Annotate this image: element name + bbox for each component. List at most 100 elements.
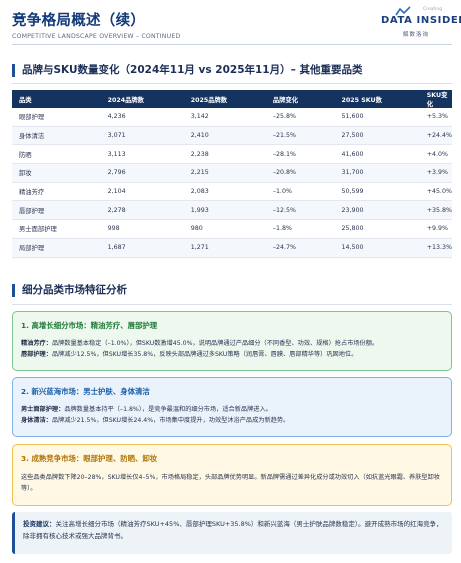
cell-brands-2024: 1,687 (100, 238, 184, 258)
brand-sku-table: 品类 2024品牌数 2025品牌数 品牌变化 2025 SKU数 SKU变化 … (12, 90, 452, 258)
cell-sku-2025: 31,700 (334, 163, 420, 183)
card-line-label: 男士面部护理： (21, 406, 65, 413)
logo: Creating DATA INSIDER 解数洛询 (381, 6, 461, 40)
table-row: 身体清洁 3,071 2,410 –21.5% 27,500 +24.4% (12, 126, 452, 146)
table-row: 卸妆 2,796 2,215 –20.8% 31,700 +3.9% (12, 163, 452, 183)
cell-brand-change: –1.0% (265, 182, 335, 202)
column-header: 2025品牌数 (183, 90, 266, 108)
card-line: 身体清洁：品牌减少21.5%，但SKU增长24.4%，市场集中度提升，功效型沐浴… (21, 416, 443, 427)
advice-label: 投资建议： (23, 520, 56, 528)
cell-brand-change: –21.5% (265, 126, 335, 146)
cell-sku-2025: 23,900 (334, 200, 420, 221)
table-row: 眼部护理 4,236 3,142 –25.8% 51,600 +5.3% (12, 108, 452, 127)
column-header: 品类 (12, 90, 101, 108)
logo-small-text: Creating (423, 7, 443, 12)
table-row: 男士面部护理 998 980 –1.8% 25,800 +9.9% (12, 219, 452, 239)
card-line-text: 品牌数量基本稳定（–1.0%），但SKU数激增45.0%，说明品牌通过产品细分（… (51, 340, 379, 347)
cell-sku-change: +13.3% (419, 238, 452, 258)
cell-brands-2024: 2,278 (100, 200, 184, 221)
cell-sku-change: +9.9% (419, 219, 452, 239)
section-divider (12, 304, 452, 305)
cell-category: 唇部护理 (12, 200, 101, 221)
card-mature-market: 3. 成熟竞争市场：眼部护理、防晒、卸妆 这些品类品牌数下降20–28%，SKU… (12, 444, 452, 506)
card-line-label: 唇部护理： (21, 350, 52, 358)
logo-mark-icon (395, 6, 411, 16)
cell-brands-2025: 1,271 (183, 238, 266, 258)
cell-brands-2024: 998 (100, 219, 184, 239)
cell-brands-2025: 980 (183, 219, 266, 239)
card-line-text: 品牌减少12.5%，但SKU增长35.8%，反映头部品牌通过多SKU策略（润唇膏… (51, 350, 358, 358)
cell-brands-2025: 2,083 (183, 182, 266, 202)
cell-sku-2025: 27,500 (334, 126, 420, 146)
cell-brands-2024: 3,071 (100, 126, 184, 146)
logo-cn-text: 解数洛询 (403, 32, 430, 38)
cell-brand-change: –1.8% (265, 219, 335, 239)
cell-sku-change: +35.8% (419, 200, 452, 221)
card-line: 男士面部护理：品牌数量基本持平（–1.8%），是竞争最温和的细分市场，适合新品牌… (21, 405, 443, 416)
card-line: 唇部护理：品牌减少12.5%，但SKU增长35.8%，反映头部品牌通过多SKU策… (21, 350, 443, 361)
cell-sku-change: +4.0% (419, 144, 452, 165)
cell-sku-2025: 51,600 (334, 108, 420, 127)
column-header: 品牌变化 (265, 90, 335, 108)
table-row: 唇部护理 2,278 1,993 –12.5% 23,900 +35.8% (12, 200, 452, 221)
table-row: 精油芳疗 2,104 2,083 –1.0% 50,599 +45.0% (12, 182, 452, 202)
cell-brands-2025: 2,410 (183, 126, 266, 146)
card-line-label: 精油芳疗： (21, 340, 52, 347)
cell-category: 身体清洁 (12, 126, 101, 146)
section-title-segment-analysis: 细分品类市场特征分析 (12, 284, 127, 297)
cell-brands-2024: 2,104 (100, 182, 184, 202)
cell-sku-change: +24.4% (419, 126, 452, 146)
investment-advice: 投资建议：关注高增长细分市场（精油芳疗SKU+45%、唇部护理SKU+35.8%… (12, 512, 452, 554)
cell-brands-2024: 3,113 (100, 144, 184, 165)
cell-brands-2025: 1,993 (183, 200, 266, 221)
page-header: 竞争格局概述（续） COMPETITIVE LANDSCAPE OVERVIEW… (0, 0, 461, 58)
section-title-brand-sku: 品牌与SKU数量变化（2024年11月 vs 2025年11月）– 其他重要品类 (12, 64, 363, 77)
cell-brand-change: –20.8% (265, 163, 335, 183)
page-subtitle: COMPETITIVE LANDSCAPE OVERVIEW – CONTINU… (12, 33, 181, 40)
cell-brand-change: –28.1% (265, 144, 335, 165)
cell-sku-2025: 50,599 (334, 182, 420, 202)
column-header: SKU变化 (419, 90, 452, 108)
cell-brand-change: –25.8% (265, 108, 335, 127)
cell-category: 精油芳疗 (12, 182, 101, 202)
column-header: 2025 SKU数 (334, 90, 420, 108)
cell-brands-2025: 2,215 (183, 163, 266, 183)
table-row: 局部护理 1,687 1,271 –24.7% 14,500 +13.3% (12, 238, 452, 258)
cell-sku-change: +45.0% (419, 182, 452, 202)
cell-category: 男士面部护理 (12, 219, 101, 239)
logo-wordmark: DATA INSIDER (381, 15, 461, 26)
section-divider (12, 83, 452, 84)
cell-brand-change: –24.7% (265, 238, 335, 258)
card-line-text: 品牌数量基本持平（–1.8%），是竞争最温和的细分市场，适合新品牌进入。 (64, 406, 272, 413)
table-row: 防晒 3,113 2,238 –28.1% 41,600 +4.0% (12, 144, 452, 165)
cell-sku-2025: 14,500 (334, 238, 420, 258)
cell-brands-2024: 2,796 (100, 163, 184, 183)
cell-sku-2025: 25,800 (334, 219, 420, 239)
card-high-growth: 1. 高增长细分市场：精油芳疗、唇部护理 精油芳疗：品牌数量基本稳定（–1.0%… (12, 311, 452, 371)
cell-sku-change: +5.3% (419, 108, 452, 127)
cell-brands-2025: 2,238 (183, 144, 266, 165)
table-header-row: 品类 2024品牌数 2025品牌数 品牌变化 2025 SKU数 SKU变化 (12, 90, 452, 108)
cell-sku-2025: 41,600 (334, 144, 420, 165)
card-line-text: 品牌减少21.5%，但SKU增长24.4%，市场集中度提升，功效型沐浴产品成为新… (51, 416, 290, 424)
card-line: 精油芳疗：品牌数量基本稳定（–1.0%），但SKU数激增45.0%，说明品牌通过… (21, 339, 443, 350)
cell-brands-2024: 4,236 (100, 108, 184, 127)
cell-brands-2025: 3,142 (183, 108, 266, 127)
card-paragraph: 这些品类品牌数下降20–28%，SKU增长仅4–5%，市场格局稳定，头部品牌优势… (21, 474, 440, 492)
card-title: 1. 高增长细分市场：精油芳疗、唇部护理 (21, 321, 158, 330)
page-title: 竞争格局概述（续） (12, 13, 146, 29)
advice-text: 关注高增长细分市场（精油芳疗SKU+45%、唇部护理SKU+35.8%）和新兴蓝… (23, 520, 443, 540)
cell-category: 防晒 (12, 144, 101, 165)
card-blue-ocean: 2. 新兴蓝海市场：男士护肤、身体清洁 男士面部护理：品牌数量基本持平（–1.8… (12, 377, 452, 437)
card-title: 2. 新兴蓝海市场：男士护肤、身体清洁 (21, 387, 150, 396)
column-header: 2024品牌数 (100, 90, 184, 108)
cell-category: 局部护理 (12, 238, 101, 258)
cell-brand-change: –12.5% (265, 200, 335, 221)
header-divider (12, 44, 452, 45)
cell-category: 眼部护理 (12, 108, 101, 127)
cell-category: 卸妆 (12, 163, 101, 183)
card-line-label: 身体清洁： (21, 416, 52, 424)
cell-sku-change: +3.9% (419, 163, 452, 183)
card-title: 3. 成熟竞争市场：眼部护理、防晒、卸妆 (21, 454, 158, 463)
